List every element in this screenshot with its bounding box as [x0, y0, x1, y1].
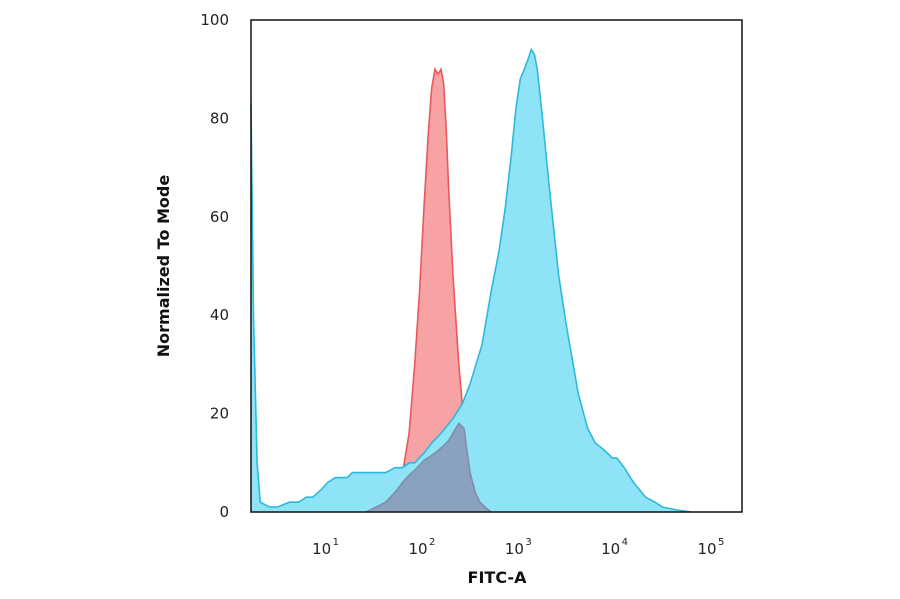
series-2-line	[250, 47, 692, 513]
y-tick-label: 20	[210, 405, 229, 423]
series-1-area	[366, 69, 492, 512]
y-tick-label: 40	[210, 306, 229, 324]
x-tick-label: 10	[312, 540, 331, 558]
x-tick-label: 10	[408, 540, 427, 558]
series-layer	[250, 47, 692, 513]
x-tick-exponent: 3	[525, 537, 531, 548]
y-tick-label: 0	[219, 503, 229, 521]
series-3-line	[365, 422, 492, 513]
x-tick-label: 10	[505, 540, 524, 558]
series-2-area	[251, 49, 692, 512]
plot-frame	[250, 19, 743, 513]
x-tick-exponent: 1	[333, 537, 339, 548]
y-tick-label: 80	[210, 109, 229, 127]
x-tick-label: 10	[697, 540, 716, 558]
y-tick-label: 60	[210, 208, 229, 226]
x-tick-exponent: 2	[429, 537, 435, 548]
y-axis-title: Normalized To Mode	[154, 175, 173, 358]
x-tick-exponent: 4	[622, 537, 628, 548]
x-tick-exponent: 5	[718, 537, 724, 548]
y-tick-label: 100	[200, 11, 229, 29]
x-axis-title: FITC-A	[468, 568, 528, 587]
x-tick-label: 10	[601, 540, 620, 558]
